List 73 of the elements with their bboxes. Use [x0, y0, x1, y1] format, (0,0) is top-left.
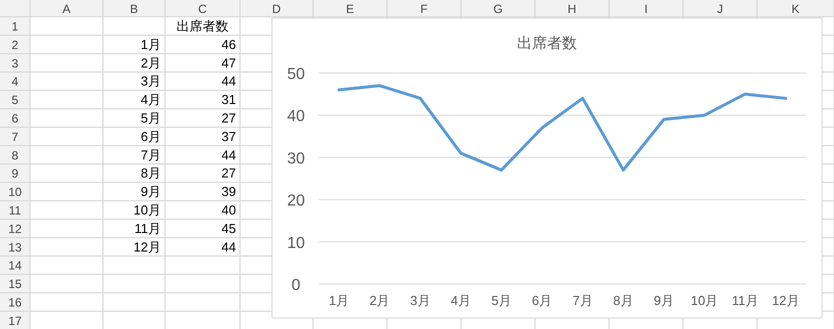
category-label: 10月	[134, 202, 161, 218]
text: D	[272, 2, 282, 16]
x-tick-label: 6月	[532, 293, 552, 308]
chart-title: 出席者数	[517, 35, 577, 52]
category-label: 7月	[140, 147, 161, 162]
text: 7	[12, 130, 19, 144]
text: 39	[222, 184, 236, 200]
category-label: 12月	[134, 239, 161, 254]
category-label: 11月	[134, 220, 161, 236]
category-label: 5月	[140, 110, 161, 126]
text: 13	[8, 240, 22, 254]
text: 47	[222, 55, 236, 70]
x-tick-label: 4月	[450, 293, 471, 308]
text: 40	[222, 202, 236, 218]
line-series	[338, 84, 788, 172]
x-tick-label: 3月	[410, 293, 430, 308]
category-label: 8月	[140, 166, 161, 181]
y-tick-label: 30	[287, 150, 305, 168]
text: B	[130, 2, 138, 16]
text: 17	[8, 314, 22, 328]
text: 27	[222, 166, 236, 181]
text: 44	[222, 239, 236, 254]
text: 12	[8, 222, 22, 236]
text: 11	[8, 204, 22, 218]
text: 44	[222, 74, 236, 89]
text: 44	[222, 147, 236, 162]
text: 37	[222, 128, 236, 144]
text: 14	[8, 258, 22, 273]
y-tick-label: 40	[287, 108, 305, 126]
chart-title: 出席者数	[176, 18, 228, 34]
text: H	[568, 2, 576, 16]
x-tick-label: 1月	[328, 293, 350, 308]
category-label: 1月	[140, 36, 161, 52]
text: 3	[12, 56, 19, 70]
x-tick-label: 9月	[654, 293, 674, 308]
x-tick-label: 2月	[369, 293, 390, 308]
category-label: 3月	[140, 74, 161, 89]
text: A	[62, 2, 71, 16]
text: 1	[12, 20, 19, 34]
category-label: 4月	[140, 92, 161, 108]
text: 2	[12, 38, 19, 52]
y-tick-label: 50	[287, 66, 305, 83]
text: 9	[12, 166, 19, 181]
text: 31	[222, 92, 236, 108]
text: 46	[222, 36, 236, 52]
category-label: 2月	[140, 55, 161, 70]
text: I	[644, 2, 648, 16]
text: K	[791, 2, 800, 16]
text: J	[717, 2, 723, 16]
text: 15	[8, 277, 22, 292]
y-tick-label: 20	[287, 192, 305, 210]
x-tick-label: 8月	[613, 293, 634, 308]
text: 16	[8, 296, 22, 310]
text: 5	[12, 93, 19, 108]
text: 27	[222, 110, 236, 126]
text: F	[420, 2, 428, 16]
text: C	[198, 2, 208, 16]
y-tick-label: 0	[292, 277, 301, 294]
category-label: 6月	[140, 128, 161, 144]
text: G	[493, 2, 503, 16]
x-tick-label: 12月	[772, 293, 800, 308]
x-tick-label: 10月	[690, 293, 718, 308]
text: 6	[12, 112, 19, 126]
text: E	[346, 2, 354, 16]
x-tick-label: 7月	[572, 293, 593, 308]
category-label: 9月	[140, 184, 161, 200]
x-tick-label: 11月	[732, 293, 758, 308]
text: 4	[12, 74, 19, 89]
x-tick-label: 5月	[491, 293, 512, 308]
text: 10	[8, 185, 22, 200]
text: 45	[222, 220, 236, 236]
text: 8	[12, 148, 19, 162]
y-tick-label: 10	[287, 234, 305, 252]
